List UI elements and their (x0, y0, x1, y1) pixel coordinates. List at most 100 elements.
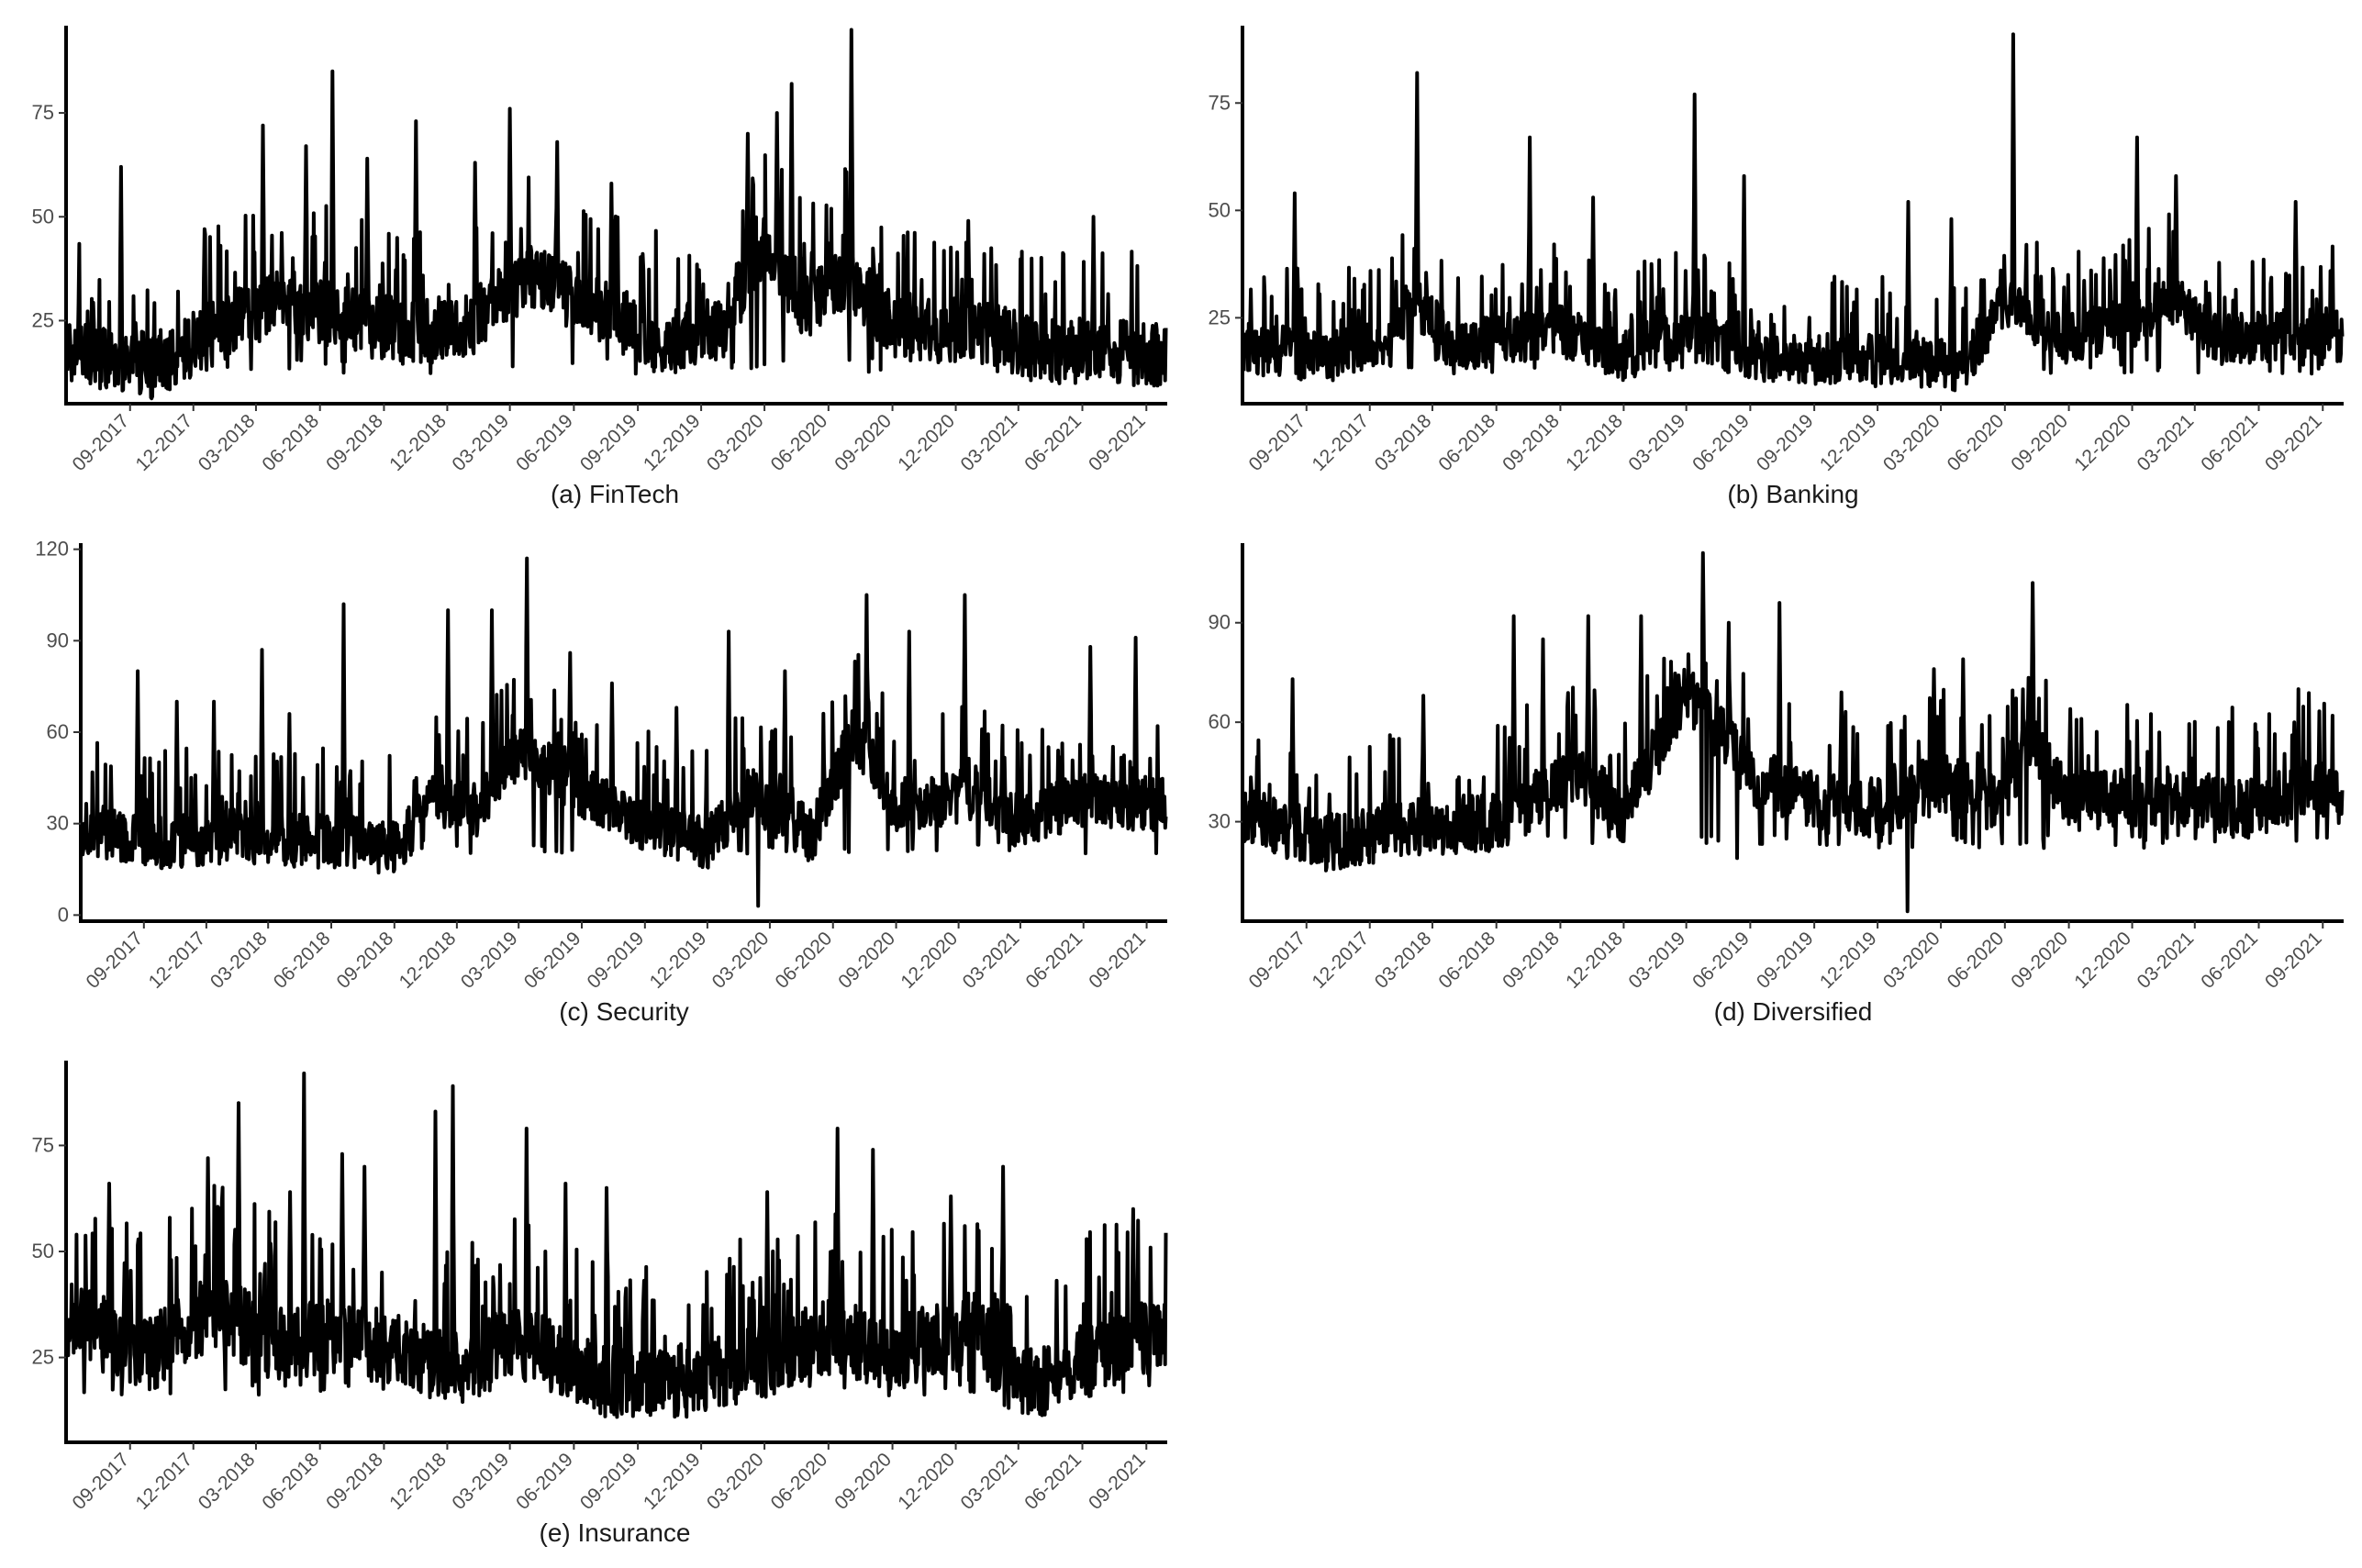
x-tick-label: 03-2018 (195, 1449, 260, 1514)
x-tick-label: 06-2019 (512, 410, 577, 475)
x-tick-label: 09-2018 (322, 1449, 387, 1514)
x-tick-label: 09-2019 (576, 1449, 641, 1514)
y-tick-label: 75 (32, 1133, 54, 1156)
x-tick-label: 12-2018 (385, 1449, 451, 1514)
y-tick-label: 25 (32, 308, 54, 331)
x-tick-label: 06-2021 (1020, 1449, 1086, 1514)
x-tick-label: 06-2020 (1944, 928, 2009, 993)
x-tick-label: 06-2020 (767, 1449, 832, 1514)
x-tick-label: 12-2018 (385, 410, 451, 475)
x-tick-label: 12-2020 (894, 410, 959, 475)
x-tick-label: 12-2019 (1816, 928, 1881, 993)
y-tick-label: 30 (1209, 810, 1231, 833)
chart-caption: (a) FinTech (551, 480, 679, 508)
x-tick-label: 09-2018 (1499, 928, 1564, 993)
x-tick-label: 03-2021 (2134, 928, 2199, 993)
x-tick-label: 06-2018 (258, 410, 323, 475)
x-tick-label: 12-2018 (1562, 410, 1627, 475)
x-tick-label: 03-2021 (957, 1449, 1022, 1514)
x-tick-label: 09-2020 (830, 1449, 896, 1514)
x-tick-label: 12-2020 (2070, 410, 2135, 475)
x-tick-label: 12-2017 (145, 928, 210, 993)
x-tick-label: 09-2020 (2007, 410, 2072, 475)
y-tick-label: 25 (1209, 306, 1231, 328)
y-tick-label: 90 (47, 628, 69, 651)
x-tick-label: 06-2020 (1944, 410, 2009, 475)
x-tick-label: 03-2018 (1371, 928, 1436, 993)
x-tick-label: 03-2020 (1879, 928, 1944, 993)
x-tick-label: 03-2020 (708, 928, 774, 993)
y-tick-label: 120 (35, 538, 69, 561)
x-tick-label: 06-2019 (1688, 928, 1754, 993)
x-tick-label: 09-2019 (1753, 928, 1818, 993)
chart-panel-3: 030609012009-201712-201703-201806-201809… (35, 538, 1168, 1026)
x-tick-label: 06-2021 (1020, 410, 1086, 475)
x-tick-label: 06-2020 (767, 410, 832, 475)
x-tick-label: 03-2018 (195, 410, 260, 475)
y-tick-label: 30 (47, 812, 69, 835)
x-tick-label: 09-2017 (69, 1449, 134, 1514)
x-tick-label: 09-2021 (1085, 1449, 1150, 1514)
x-tick-label: 06-2021 (2197, 928, 2262, 993)
x-tick-label: 09-2018 (333, 928, 398, 993)
x-tick-label: 09-2020 (830, 410, 896, 475)
x-tick-label: 12-2019 (1816, 410, 1881, 475)
x-tick-label: 03-2020 (703, 1449, 768, 1514)
chart-caption: (b) Banking (1727, 480, 1858, 508)
x-tick-label: 03-2018 (1371, 410, 1436, 475)
chart-caption: (c) Security (559, 997, 689, 1026)
x-tick-label: 03-2019 (457, 928, 522, 993)
x-tick-label: 06-2019 (512, 1449, 577, 1514)
x-tick-label: 09-2017 (69, 410, 134, 475)
x-tick-label: 03-2021 (959, 928, 1024, 993)
x-tick-label: 12-2020 (2070, 928, 2135, 993)
series-line (1242, 550, 2345, 914)
y-tick-label: 75 (1209, 91, 1231, 114)
x-tick-label: 09-2017 (83, 928, 148, 993)
x-tick-label: 03-2019 (448, 410, 513, 475)
x-tick-label: 12-2017 (1308, 928, 1373, 993)
x-tick-label: 09-2021 (2261, 928, 2326, 993)
x-tick-label: 03-2021 (957, 410, 1022, 475)
x-tick-label: 06-2019 (520, 928, 585, 993)
x-tick-label: 12-2019 (640, 1449, 705, 1514)
y-tick-label: 25 (32, 1346, 54, 1369)
x-tick-label: 12-2019 (640, 410, 705, 475)
x-tick-label: 06-2020 (772, 928, 837, 993)
y-tick-label: 75 (32, 101, 54, 124)
x-tick-label: 09-2021 (2261, 410, 2326, 475)
y-tick-label: 60 (1209, 710, 1231, 733)
x-tick-label: 06-2021 (1022, 928, 1087, 993)
x-tick-label: 12-2017 (1308, 410, 1373, 475)
x-tick-label: 09-2018 (1499, 410, 1564, 475)
x-tick-label: 09-2019 (584, 928, 649, 993)
chart-caption: (d) Diversified (1714, 997, 1873, 1026)
chart-panel-5: 25507509-201712-201703-201806-201809-201… (32, 1061, 1168, 1547)
x-tick-label: 03-2018 (206, 928, 272, 993)
x-tick-label: 03-2020 (703, 410, 768, 475)
x-tick-label: 06-2018 (258, 1449, 323, 1514)
x-tick-label: 09-2020 (834, 928, 899, 993)
x-tick-label: 06-2021 (2197, 410, 2262, 475)
x-tick-label: 03-2019 (1624, 410, 1689, 475)
chart-panel-4: 30609009-201712-201703-201806-201809-201… (1209, 543, 2345, 1026)
x-tick-label: 12-2017 (131, 410, 196, 475)
series-line (80, 556, 1168, 908)
x-tick-label: 06-2018 (1434, 928, 1499, 993)
x-tick-label: 12-2018 (1562, 928, 1627, 993)
x-tick-label: 12-2017 (131, 1449, 196, 1514)
x-tick-label: 09-2020 (2007, 928, 2072, 993)
x-tick-label: 09-2019 (1753, 410, 1818, 475)
y-tick-label: 50 (32, 1240, 54, 1262)
x-tick-label: 03-2019 (1624, 928, 1689, 993)
y-tick-label: 0 (58, 903, 69, 926)
chart-caption: (e) Insurance (540, 1518, 691, 1547)
x-tick-label: 09-2021 (1085, 928, 1150, 993)
x-tick-label: 09-2018 (322, 410, 387, 475)
x-tick-label: 12-2018 (396, 928, 461, 993)
x-tick-label: 06-2019 (1688, 410, 1754, 475)
x-tick-label: 03-2020 (1879, 410, 1944, 475)
series-line (1242, 32, 2345, 393)
x-tick-label: 09-2021 (1085, 410, 1150, 475)
